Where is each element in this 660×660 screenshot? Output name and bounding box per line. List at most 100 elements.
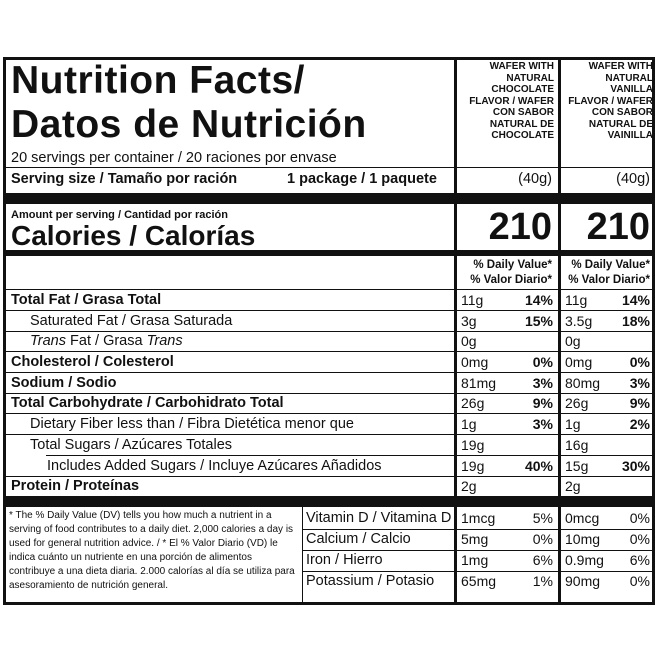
- calories-label: Calories / Calorías: [11, 220, 256, 251]
- dv-iron-vanilla: 6%: [629, 552, 650, 568]
- divider: [6, 413, 652, 414]
- daily-value-footnote: * The % Daily Value (DV) tells you how m…: [9, 510, 295, 591]
- amount-added-sugars-chocolate: 19g: [461, 458, 485, 474]
- dv-total-fat-chocolate: 14%: [524, 292, 553, 308]
- dv-header-line2: % Valor Diario*: [568, 274, 650, 286]
- divider: [6, 351, 652, 352]
- nutrition-facts-panel: Nutrition Facts/ Datos de Nutrición WAFE…: [3, 57, 655, 605]
- nutrient-label-dietary-fiber: Dietary Fiber less than / Fibra Dietétic…: [30, 416, 354, 432]
- dv-header-line1: % Daily Value*: [571, 259, 650, 271]
- trans-word-es: Trans: [146, 333, 183, 349]
- nutrient-label-total-carbohydrate: Total Carbohydrate / Carbohidrato Total: [11, 395, 284, 411]
- vitamin-label-iron: Iron / Hierro: [306, 552, 383, 568]
- divider: [303, 550, 652, 551]
- amount-total-carbohydrate-chocolate: 26g: [461, 395, 485, 411]
- amount-potassium-chocolate: 65mg: [461, 573, 497, 589]
- nutrient-label-protein: Protein / Proteínas: [11, 478, 140, 494]
- dv-total-carbohydrate-chocolate: 9%: [532, 395, 553, 411]
- serving-size-label: Serving size / Tamaño por ración: [11, 171, 238, 187]
- serving-size-value: 1 package / 1 paquete: [287, 171, 437, 187]
- divider: [303, 529, 652, 530]
- amount-iron-vanilla: 0.9mg: [565, 552, 604, 568]
- dv-sodium-chocolate: 3%: [532, 375, 553, 391]
- panel-title-line2: Datos de Nutrición: [11, 103, 367, 146]
- divider: [6, 310, 652, 311]
- amount-total-sugars-vanilla: 16g: [565, 437, 589, 453]
- amount-calcium-vanilla: 10mg: [565, 531, 601, 547]
- dv-iron-chocolate: 6%: [532, 552, 553, 568]
- amount-iron-chocolate: 1mg: [461, 552, 489, 568]
- amount-added-sugars-vanilla: 15g: [565, 458, 589, 474]
- serving-grams-chocolate: (40g): [518, 171, 552, 187]
- dv-potassium-chocolate: 1%: [532, 573, 553, 589]
- calories-value-chocolate: 210: [488, 206, 552, 248]
- divider: [6, 434, 652, 435]
- dv-vitamin-d-vanilla: 0%: [629, 510, 650, 526]
- amount-cholesterol-chocolate: 0mg: [461, 354, 489, 370]
- divider: [6, 289, 652, 290]
- amount-saturated-fat-vanilla: 3.5g: [565, 313, 593, 329]
- dv-header-chocolate: % Daily Value* % Valor Diario*: [458, 258, 552, 288]
- dv-cholesterol-chocolate: 0%: [532, 354, 553, 370]
- dv-saturated-fat-chocolate: 15%: [524, 313, 553, 329]
- nutrient-label-total-sugars: Total Sugars / Azúcares Totales: [30, 437, 233, 453]
- amount-trans-fat-chocolate: 0g: [461, 333, 477, 349]
- dv-cholesterol-vanilla: 0%: [629, 354, 650, 370]
- servings-per-container: 20 servings per container / 20 raciones …: [11, 150, 337, 166]
- dv-dietary-fiber-chocolate: 3%: [532, 416, 553, 432]
- amount-vitamin-d-chocolate: 1mcg: [461, 510, 496, 526]
- nutrient-label-sodium: Sodium / Sodio: [11, 375, 117, 391]
- dv-total-carbohydrate-vanilla: 9%: [629, 395, 650, 411]
- amount-total-carbohydrate-vanilla: 26g: [565, 395, 589, 411]
- nutrient-label-saturated-fat: Saturated Fat / Grasa Saturada: [30, 313, 233, 329]
- dv-potassium-vanilla: 0%: [629, 573, 650, 589]
- amount-calcium-chocolate: 5mg: [461, 531, 489, 547]
- divider: [6, 167, 652, 168]
- vitamin-label-calcium: Calcium / Calcio: [306, 531, 411, 547]
- divider: [6, 372, 652, 373]
- nutrient-label-trans-fat: Trans Fat / Grasa Trans: [30, 333, 183, 350]
- vitamin-label-vitamin-d: Vitamin D / Vitamina D: [306, 510, 452, 526]
- amount-cholesterol-vanilla: 0mg: [565, 354, 593, 370]
- dv-sodium-vanilla: 3%: [629, 375, 650, 391]
- divider: [6, 476, 652, 477]
- amount-sodium-chocolate: 81mg: [461, 375, 497, 391]
- dv-added-sugars-vanilla: 30%: [621, 458, 650, 474]
- dv-header-vanilla: % Daily Value* % Valor Diario*: [562, 258, 650, 288]
- dv-calcium-chocolate: 0%: [532, 531, 553, 547]
- column-header-vanilla: WAFER WITH NATURAL VANILLA FLAVOR / WAFE…: [568, 61, 653, 141]
- trans-fat-middle: Fat / Grasa: [66, 333, 147, 349]
- amount-saturated-fat-chocolate: 3g: [461, 313, 477, 329]
- amount-total-fat-chocolate: 11g: [461, 292, 484, 308]
- dv-header-line1: % Daily Value*: [473, 259, 552, 271]
- dv-calcium-vanilla: 0%: [629, 531, 650, 547]
- nutrient-label-cholesterol: Cholesterol / Colesterol: [11, 354, 174, 370]
- medium-divider: [6, 250, 652, 256]
- vitamin-label-potassium: Potassium / Potasio: [306, 573, 435, 589]
- divider: [6, 393, 652, 394]
- amount-vitamin-d-vanilla: 0mcg: [565, 510, 600, 526]
- nutrient-label-total-fat: Total Fat / Grasa Total: [11, 292, 162, 308]
- panel-title-line1: Nutrition Facts/: [11, 59, 306, 102]
- amount-potassium-vanilla: 90mg: [565, 573, 601, 589]
- amount-dietary-fiber-vanilla: 1g: [565, 416, 581, 432]
- amount-dietary-fiber-chocolate: 1g: [461, 416, 477, 432]
- nutrient-label-added-sugars: Includes Added Sugars / Incluye Azúcares…: [47, 458, 382, 474]
- amount-trans-fat-vanilla: 0g: [565, 333, 581, 349]
- amount-protein-chocolate: 2g: [461, 478, 477, 494]
- divider: [46, 455, 652, 456]
- amount-total-fat-vanilla: 11g: [565, 292, 588, 308]
- dv-added-sugars-chocolate: 40%: [524, 458, 553, 474]
- dv-dietary-fiber-vanilla: 2%: [629, 416, 650, 432]
- trans-word: Trans: [30, 333, 66, 349]
- thick-divider: [6, 193, 652, 204]
- divider: [303, 571, 652, 572]
- column-header-chocolate: WAFER WITH NATURAL CHOCOLATE FLAVOR / WA…: [469, 61, 554, 141]
- thick-divider: [6, 496, 652, 507]
- amount-sodium-vanilla: 80mg: [565, 375, 601, 391]
- amount-protein-vanilla: 2g: [565, 478, 581, 494]
- amount-total-sugars-chocolate: 19g: [461, 437, 485, 453]
- dv-total-fat-vanilla: 14%: [621, 292, 650, 308]
- footnote-divider: [302, 507, 303, 602]
- dv-vitamin-d-chocolate: 5%: [532, 510, 553, 526]
